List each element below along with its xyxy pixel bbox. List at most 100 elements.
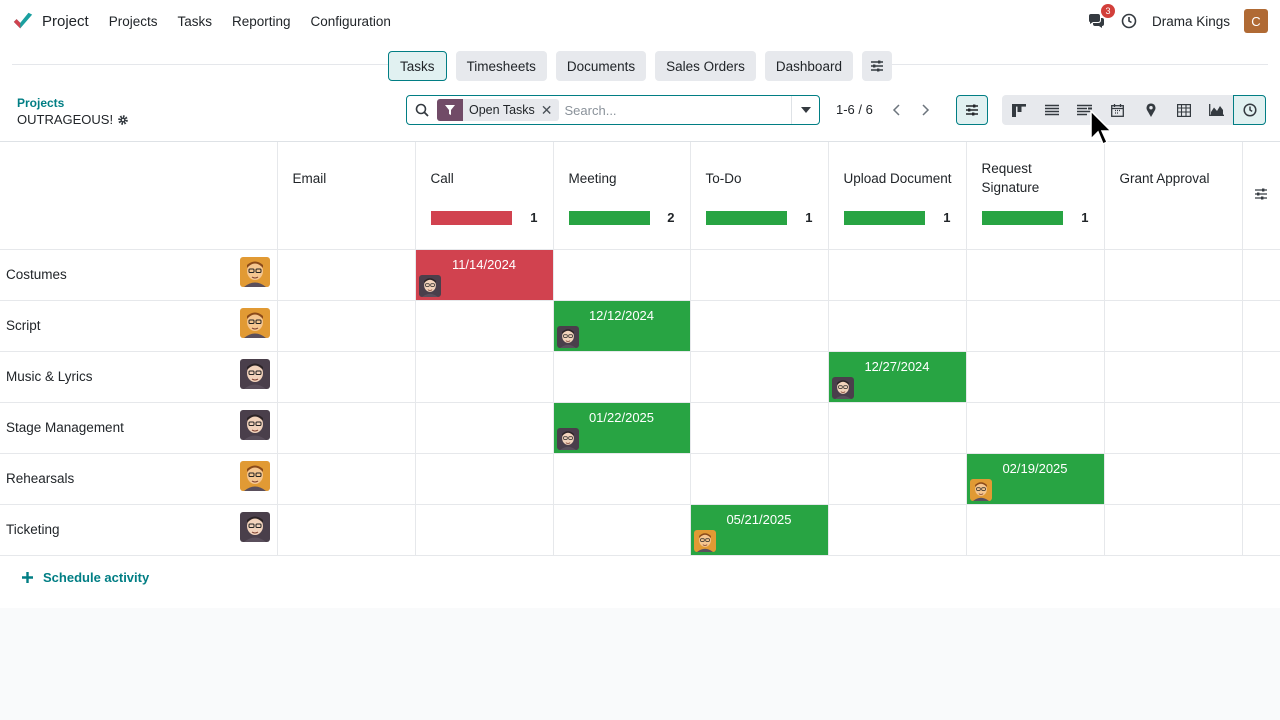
activity-cell[interactable] xyxy=(828,300,967,352)
activity-cell[interactable] xyxy=(690,300,829,352)
activity-cell[interactable]: 12/12/2024 xyxy=(553,300,691,352)
facet-remove-icon[interactable]: ✕ xyxy=(540,101,553,118)
record-name[interactable]: Stage Management xyxy=(6,420,124,435)
pager-next-button[interactable] xyxy=(916,100,936,120)
activity-cell[interactable] xyxy=(1104,249,1243,301)
gear-icon[interactable] xyxy=(117,114,129,126)
app-logo[interactable]: Project xyxy=(12,10,89,32)
tab-dashboard[interactable]: Dashboard xyxy=(764,51,853,81)
activity-type-header[interactable]: Grant Approval xyxy=(1104,142,1243,250)
activity-cell[interactable] xyxy=(553,504,691,556)
activity-cell[interactable] xyxy=(415,504,554,556)
activity-cell[interactable] xyxy=(828,249,967,301)
record-name[interactable]: Costumes xyxy=(6,267,67,282)
pager-value[interactable]: 1-6 / 6 xyxy=(836,102,873,117)
activity-cell[interactable] xyxy=(1104,453,1243,505)
column-options-icon[interactable] xyxy=(1254,188,1268,200)
activity-cell[interactable] xyxy=(966,504,1105,556)
view-map-button[interactable] xyxy=(1134,95,1167,125)
activity-cell[interactable] xyxy=(277,300,416,352)
activity-cell[interactable] xyxy=(415,402,554,454)
activity-cell[interactable] xyxy=(553,453,691,505)
activity-progress-bar[interactable] xyxy=(430,211,512,225)
activity-progress-bar[interactable] xyxy=(843,211,925,225)
tab-tasks[interactable]: Tasks xyxy=(388,51,447,81)
view-graph-button[interactable] xyxy=(1200,95,1233,125)
search-icon[interactable] xyxy=(407,103,437,117)
activity-cell[interactable] xyxy=(966,351,1105,403)
search-options-toggle[interactable] xyxy=(791,96,819,124)
view-activity-clock-button[interactable] xyxy=(1233,95,1266,125)
activity-cell[interactable]: 12/27/2024 xyxy=(828,351,967,403)
activity-cell[interactable] xyxy=(1104,351,1243,403)
activity-progress-bar[interactable] xyxy=(705,211,787,225)
avatar[interactable] xyxy=(239,307,270,338)
avatar[interactable] xyxy=(239,409,270,440)
activity-cell[interactable]: 01/22/2025 xyxy=(553,402,691,454)
record-name[interactable]: Rehearsals xyxy=(6,471,75,486)
activity-block[interactable]: 12/12/2024 xyxy=(553,300,690,351)
view-activity-button[interactable] xyxy=(1068,95,1101,125)
activity-type-header[interactable]: Email xyxy=(277,142,416,250)
activity-cell[interactable] xyxy=(690,453,829,505)
pager-previous-button[interactable] xyxy=(886,100,906,120)
activity-cell[interactable] xyxy=(277,402,416,454)
activity-cell[interactable]: 05/21/2025 xyxy=(690,504,829,556)
schedule-activity-button[interactable]: Schedule activity xyxy=(22,570,149,585)
activity-cell[interactable] xyxy=(690,249,829,301)
activity-cell[interactable]: 02/19/2025 xyxy=(966,453,1105,505)
record-name[interactable]: Music & Lyrics xyxy=(6,369,93,384)
activity-cell[interactable] xyxy=(277,351,416,403)
avatar[interactable] xyxy=(239,256,270,287)
activity-block[interactable]: 01/22/2025 xyxy=(553,402,690,453)
activity-cell[interactable] xyxy=(828,504,967,556)
activity-block[interactable]: 02/19/2025 xyxy=(966,453,1104,504)
view-calendar-button[interactable] xyxy=(1101,95,1134,125)
subnav-settings-button[interactable] xyxy=(861,51,892,81)
activity-cell[interactable] xyxy=(277,249,416,301)
view-pivot-button[interactable] xyxy=(1167,95,1200,125)
activity-progress-bar[interactable] xyxy=(568,211,650,225)
activity-cell[interactable] xyxy=(690,351,829,403)
view-list-button[interactable] xyxy=(1035,95,1068,125)
company-switcher[interactable]: Drama Kings xyxy=(1151,13,1230,29)
record-name[interactable]: Ticketing xyxy=(6,522,60,537)
menu-projects[interactable]: Projects xyxy=(108,13,158,29)
activity-type-header[interactable]: Request Signature 1 xyxy=(966,142,1105,250)
search-input[interactable] xyxy=(564,102,791,118)
activity-cell[interactable] xyxy=(553,249,691,301)
avatar[interactable] xyxy=(239,511,270,542)
activity-cell[interactable] xyxy=(415,300,554,352)
activity-progress-bar[interactable] xyxy=(981,211,1063,225)
filter-panel-toggle[interactable] xyxy=(956,95,988,125)
activity-clock-icon[interactable] xyxy=(1120,12,1138,30)
activity-cell[interactable] xyxy=(553,351,691,403)
activity-cell[interactable] xyxy=(1104,300,1243,352)
activity-cell[interactable] xyxy=(1104,402,1243,454)
activity-cell[interactable] xyxy=(415,351,554,403)
activity-cell[interactable] xyxy=(828,453,967,505)
activity-block[interactable]: 05/21/2025 xyxy=(690,504,828,555)
menu-tasks[interactable]: Tasks xyxy=(177,13,212,29)
avatar[interactable] xyxy=(239,460,270,491)
activity-block[interactable]: 12/27/2024 xyxy=(828,351,966,402)
menu-reporting[interactable]: Reporting xyxy=(231,13,291,29)
activity-cell[interactable] xyxy=(828,402,967,454)
tab-sales-orders[interactable]: Sales Orders xyxy=(655,51,756,81)
activity-cell[interactable] xyxy=(277,453,416,505)
avatar[interactable] xyxy=(239,358,270,389)
menu-configuration[interactable]: Configuration xyxy=(310,13,391,29)
activity-cell[interactable] xyxy=(277,504,416,556)
record-name[interactable]: Script xyxy=(6,318,41,333)
activity-type-header[interactable]: Call 1 xyxy=(415,142,554,250)
activity-cell[interactable] xyxy=(1104,504,1243,556)
activity-type-header[interactable]: Meeting 2 xyxy=(553,142,691,250)
view-kanban-button[interactable] xyxy=(1002,95,1035,125)
activity-type-header[interactable]: To-Do 1 xyxy=(690,142,829,250)
activity-type-header[interactable]: Upload Document 1 xyxy=(828,142,967,250)
user-avatar[interactable]: C xyxy=(1244,9,1268,33)
activity-cell[interactable] xyxy=(966,402,1105,454)
activity-cell[interactable]: 11/14/2024 xyxy=(415,249,554,301)
activity-cell[interactable] xyxy=(966,300,1105,352)
breadcrumb-projects-link[interactable]: Projects xyxy=(17,96,65,110)
